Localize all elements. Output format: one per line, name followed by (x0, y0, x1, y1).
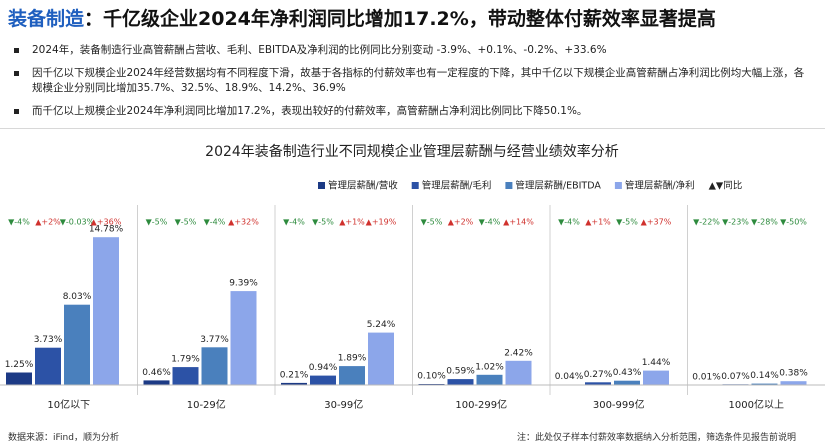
legend-label: 管理层薪酬/净利 (625, 180, 695, 192)
bullet: 而千亿以上规模企业2024年净利润同比增加17.2%，表现出较好的付薪效率，高管… (14, 104, 814, 119)
change-label: ▼-4% (479, 218, 501, 227)
change-label: ▲+1% (585, 218, 611, 227)
legend-label: 管理层薪酬/EBITDA (515, 180, 601, 192)
data-label: 2.42% (504, 348, 533, 358)
legend-swatch (505, 182, 513, 189)
bullet: 因千亿以下规模企业2024年经营数据均有不同程度下滑，故基于各指标的付薪效率也有… (14, 66, 814, 96)
bar (6, 372, 32, 385)
x-tick-label: 30-99亿 (324, 398, 363, 411)
change-label: ▼-22% (693, 218, 720, 227)
bar (201, 347, 228, 385)
data-label: 1.79% (171, 355, 200, 365)
x-tick-label: 100-299亿 (455, 398, 507, 411)
change-label: ▲+14% (503, 218, 534, 227)
change-label: ▲+1% (339, 218, 365, 227)
title-prefix: 装备制造 (8, 8, 85, 30)
x-tick-label: 1000亿以上 (729, 398, 784, 411)
data-label: 0.94% (309, 363, 338, 373)
change-label: ▲+19% (366, 218, 397, 227)
source: 数据来源：iFind，顺为分析 (8, 433, 119, 443)
bar (643, 370, 669, 385)
change-label: ▲+37% (641, 218, 672, 227)
change-label: ▼-4% (283, 218, 305, 227)
legend-label: 管理层薪酬/毛利 (422, 180, 492, 192)
change-label: ▼-28% (751, 218, 778, 227)
bar (614, 380, 640, 385)
bar (143, 380, 170, 385)
bar (368, 332, 394, 385)
bullet-text: 2024年，装备制造行业高管薪酬占营收、毛利、EBITDA及净利润的比例同比分别… (32, 44, 607, 56)
data-label: 0.27% (584, 370, 613, 380)
data-label: 5.24% (367, 320, 396, 330)
bar (230, 291, 257, 385)
x-tick-label: 10亿以下 (47, 398, 90, 411)
data-label: 0.14% (750, 371, 779, 381)
legend-swatch (318, 182, 325, 189)
change-label: ▲+2% (448, 218, 474, 227)
data-label: 3.77% (200, 335, 229, 345)
data-label: 8.03% (63, 292, 92, 302)
bar (780, 381, 807, 385)
bar (751, 383, 778, 385)
bullet-text: 因千亿以下规模企业2024年经营数据均有不同程度下滑，故基于各指标的付薪效率也有… (32, 67, 805, 94)
data-label: 1.89% (338, 354, 367, 364)
bar (172, 367, 199, 385)
data-label: 0.43% (613, 368, 642, 378)
change-label: ▼-0.03% (60, 218, 95, 227)
change-label: ▼-4% (8, 218, 30, 227)
bar (476, 374, 503, 385)
data-label: 14.78% (89, 225, 124, 235)
change-label: ▼-4% (204, 218, 226, 227)
data-label: 0.07% (721, 372, 750, 382)
bar (35, 347, 61, 385)
bar (310, 375, 336, 385)
x-tick-label: 10-29亿 (187, 398, 226, 411)
change-label: ▼-5% (175, 218, 197, 227)
data-label: 9.39% (229, 279, 258, 289)
change-label: ▼-5% (312, 218, 334, 227)
x-tick-label: 300-999亿 (593, 398, 645, 411)
page-title: 装备制造：千亿级企业2024年净利润同比增加17.2%，带动整体付薪效率显著提高 (8, 4, 716, 31)
note: 注：此处仅子样本付薪效率数据纳入分析范围，筛选条件见报告前说明 (517, 433, 797, 443)
data-label: 1.02% (475, 362, 504, 372)
data-label: 0.21% (280, 370, 309, 380)
divider (0, 128, 825, 129)
bullet: 2024年，装备制造行业高管薪酬占营收、毛利、EBITDA及净利润的比例同比分别… (14, 43, 814, 58)
bar (447, 379, 474, 385)
change-label: ▼-5% (421, 218, 443, 227)
bar (339, 366, 365, 385)
change-label: ▼-5% (146, 218, 168, 227)
bullet-text: 而千亿以上规模企业2024年净利润同比增加17.2%，表现出较好的付薪效率，高管… (32, 105, 588, 117)
change-label: ▲+32% (228, 218, 259, 227)
change-label: ▼-23% (722, 218, 749, 227)
chart-title: 2024年装备制造行业不同规模企业管理层薪酬与经营业绩效率分析 (205, 143, 619, 160)
data-label: 0.04% (555, 372, 584, 382)
legend-label: 管理层薪酬/营收 (328, 180, 398, 192)
data-label: 0.38% (779, 369, 808, 379)
data-label: 1.44% (642, 358, 671, 368)
change-label: ▲+2% (35, 218, 61, 227)
change-label: ▼-4% (558, 218, 580, 227)
title-text: ：千亿级企业2024年净利润同比增加17.2%，带动整体付薪效率显著提高 (84, 8, 716, 30)
change-label: ▼-50% (780, 218, 807, 227)
data-label: 0.01% (692, 372, 721, 382)
bar (281, 382, 307, 385)
legend-swatch (614, 182, 622, 189)
bar (505, 360, 532, 385)
legend-swatch (411, 182, 419, 189)
bar (585, 382, 611, 385)
bar (64, 304, 90, 385)
data-label: 3.73% (34, 335, 63, 345)
legend-label: ▲▼同比 (709, 180, 743, 192)
data-label: 0.10% (417, 372, 446, 382)
data-label: 0.46% (142, 368, 171, 378)
data-label: 1.25% (5, 360, 34, 370)
data-label: 0.59% (446, 367, 475, 377)
change-label: ▼-5% (616, 218, 638, 227)
bar (93, 237, 119, 385)
change-label: ▲+36% (91, 218, 122, 227)
